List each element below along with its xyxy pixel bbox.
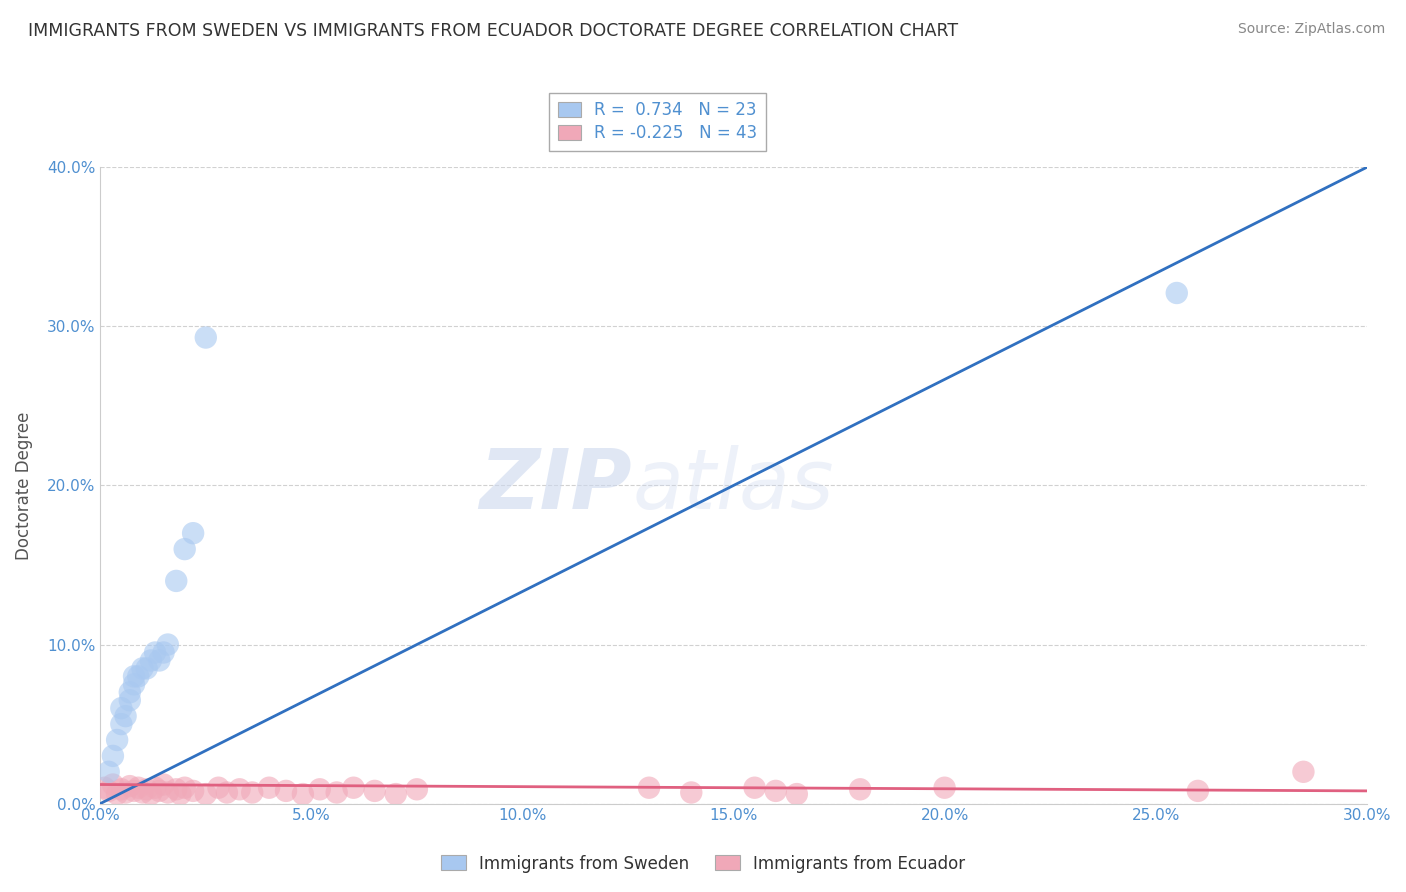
Point xyxy=(148,653,170,667)
Point xyxy=(291,787,314,801)
Point xyxy=(342,780,364,795)
Point xyxy=(110,701,132,715)
Point xyxy=(228,782,250,797)
Point xyxy=(207,780,229,795)
Text: Source: ZipAtlas.com: Source: ZipAtlas.com xyxy=(1237,22,1385,37)
Point xyxy=(97,764,120,779)
Point xyxy=(101,778,124,792)
Point xyxy=(122,677,145,691)
Point xyxy=(131,661,153,675)
Point xyxy=(849,782,872,797)
Point xyxy=(257,780,280,795)
Point xyxy=(114,709,136,723)
Point xyxy=(139,653,162,667)
Point xyxy=(1187,784,1209,798)
Point xyxy=(122,784,145,798)
Point xyxy=(143,780,166,795)
Point xyxy=(105,787,128,801)
Point xyxy=(384,787,406,801)
Point xyxy=(325,785,347,799)
Text: ZIP: ZIP xyxy=(479,445,633,526)
Point xyxy=(118,685,141,699)
Point xyxy=(165,574,187,588)
Point xyxy=(240,785,263,799)
Point xyxy=(152,778,174,792)
Point xyxy=(131,785,153,799)
Point xyxy=(194,787,217,801)
Point xyxy=(215,785,238,799)
Point xyxy=(274,784,297,798)
Point xyxy=(363,784,385,798)
Point xyxy=(156,785,179,799)
Point xyxy=(93,780,115,795)
Point xyxy=(681,785,703,799)
Point xyxy=(135,782,157,797)
Point xyxy=(127,780,149,795)
Point xyxy=(181,784,204,798)
Point xyxy=(148,784,170,798)
Point xyxy=(194,330,217,344)
Point xyxy=(114,785,136,799)
Point xyxy=(97,784,120,798)
Point xyxy=(122,669,145,683)
Legend: R =  0.734   N = 23, R = -0.225   N = 43: R = 0.734 N = 23, R = -0.225 N = 43 xyxy=(550,93,766,151)
Point xyxy=(152,645,174,659)
Text: atlas: atlas xyxy=(633,445,834,526)
Text: IMMIGRANTS FROM SWEDEN VS IMMIGRANTS FROM ECUADOR DOCTORATE DEGREE CORRELATION C: IMMIGRANTS FROM SWEDEN VS IMMIGRANTS FRO… xyxy=(28,22,959,40)
Y-axis label: Doctorate Degree: Doctorate Degree xyxy=(15,411,32,559)
Point xyxy=(934,780,956,795)
Point xyxy=(127,669,149,683)
Point xyxy=(169,787,191,801)
Point xyxy=(156,638,179,652)
Point xyxy=(118,779,141,793)
Point xyxy=(1292,764,1315,779)
Point xyxy=(101,748,124,763)
Legend: Immigrants from Sweden, Immigrants from Ecuador: Immigrants from Sweden, Immigrants from … xyxy=(434,848,972,880)
Point xyxy=(308,782,330,797)
Point xyxy=(118,693,141,707)
Point xyxy=(1166,285,1188,300)
Point xyxy=(638,780,661,795)
Point xyxy=(105,733,128,747)
Point xyxy=(744,780,766,795)
Point xyxy=(173,780,195,795)
Point xyxy=(786,787,808,801)
Point xyxy=(143,645,166,659)
Point xyxy=(181,526,204,541)
Point xyxy=(405,782,427,797)
Point xyxy=(110,782,132,797)
Point xyxy=(139,787,162,801)
Point xyxy=(765,784,787,798)
Point xyxy=(173,542,195,557)
Point xyxy=(110,717,132,731)
Point xyxy=(135,661,157,675)
Point xyxy=(165,782,187,797)
